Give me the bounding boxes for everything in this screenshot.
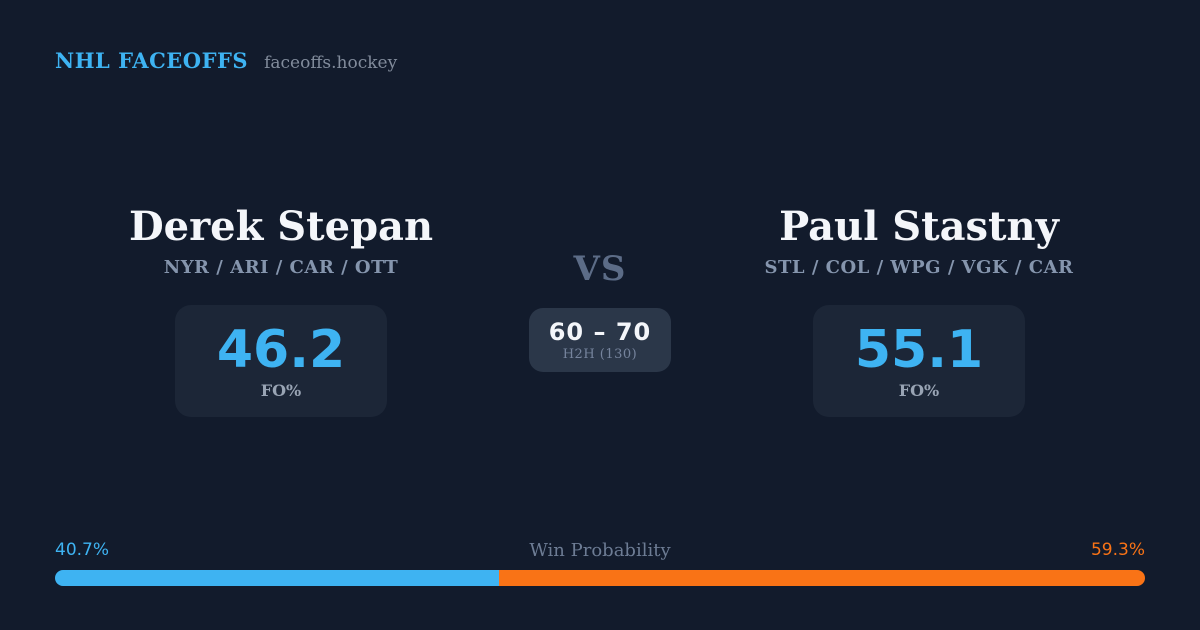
matchup-row: Derek Stepan NYR / ARI / CAR / OTT 46.2 … — [0, 205, 1200, 417]
win-probability-bar — [55, 570, 1145, 586]
win-prob-right-segment — [498, 570, 1145, 586]
player-left-stat-box: 46.2 FO% — [174, 305, 388, 417]
win-probability-section: 40.7% Win Probability 59.3% — [55, 540, 1145, 586]
h2h-sample-label: H2H (130) — [562, 347, 638, 363]
player-left-fo-label: FO% — [260, 381, 302, 400]
win-probability-labels: 40.7% Win Probability 59.3% — [55, 540, 1145, 562]
win-prob-left-pct: 40.7% — [55, 540, 110, 560]
player-right-name: Paul Stastny — [779, 203, 1059, 250]
player-right-column: Paul Stastny STL / COL / WPG / VGK / CAR… — [693, 205, 1145, 417]
player-left-fo-pct: 46.2 — [216, 320, 346, 380]
h2h-box: 60 – 70 H2H (130) — [528, 308, 672, 373]
vs-column: VS 60 – 70 H2H (130) — [507, 205, 693, 373]
player-right-fo-pct: 55.1 — [854, 320, 984, 380]
site-url: faceoffs.hockey — [264, 53, 398, 73]
win-probability-title: Win Probability — [529, 540, 671, 561]
win-prob-right-pct: 59.3% — [1090, 540, 1145, 560]
brand-title: NHL FACEOFFS — [55, 48, 249, 73]
player-right-stat-box: 55.1 FO% — [812, 305, 1026, 417]
player-left-name: Derek Stepan — [128, 203, 434, 250]
vs-label: VS — [573, 249, 627, 289]
player-right-fo-label: FO% — [898, 381, 940, 400]
player-left-teams: NYR / ARI / CAR / OTT — [163, 257, 399, 278]
h2h-score: 60 – 70 — [548, 318, 652, 346]
header: NHL FACEOFFS faceoffs.hockey — [55, 48, 397, 73]
player-right-teams: STL / COL / WPG / VGK / CAR — [764, 257, 1074, 278]
win-prob-left-segment — [55, 570, 499, 586]
player-left-column: Derek Stepan NYR / ARI / CAR / OTT 46.2 … — [55, 205, 507, 417]
